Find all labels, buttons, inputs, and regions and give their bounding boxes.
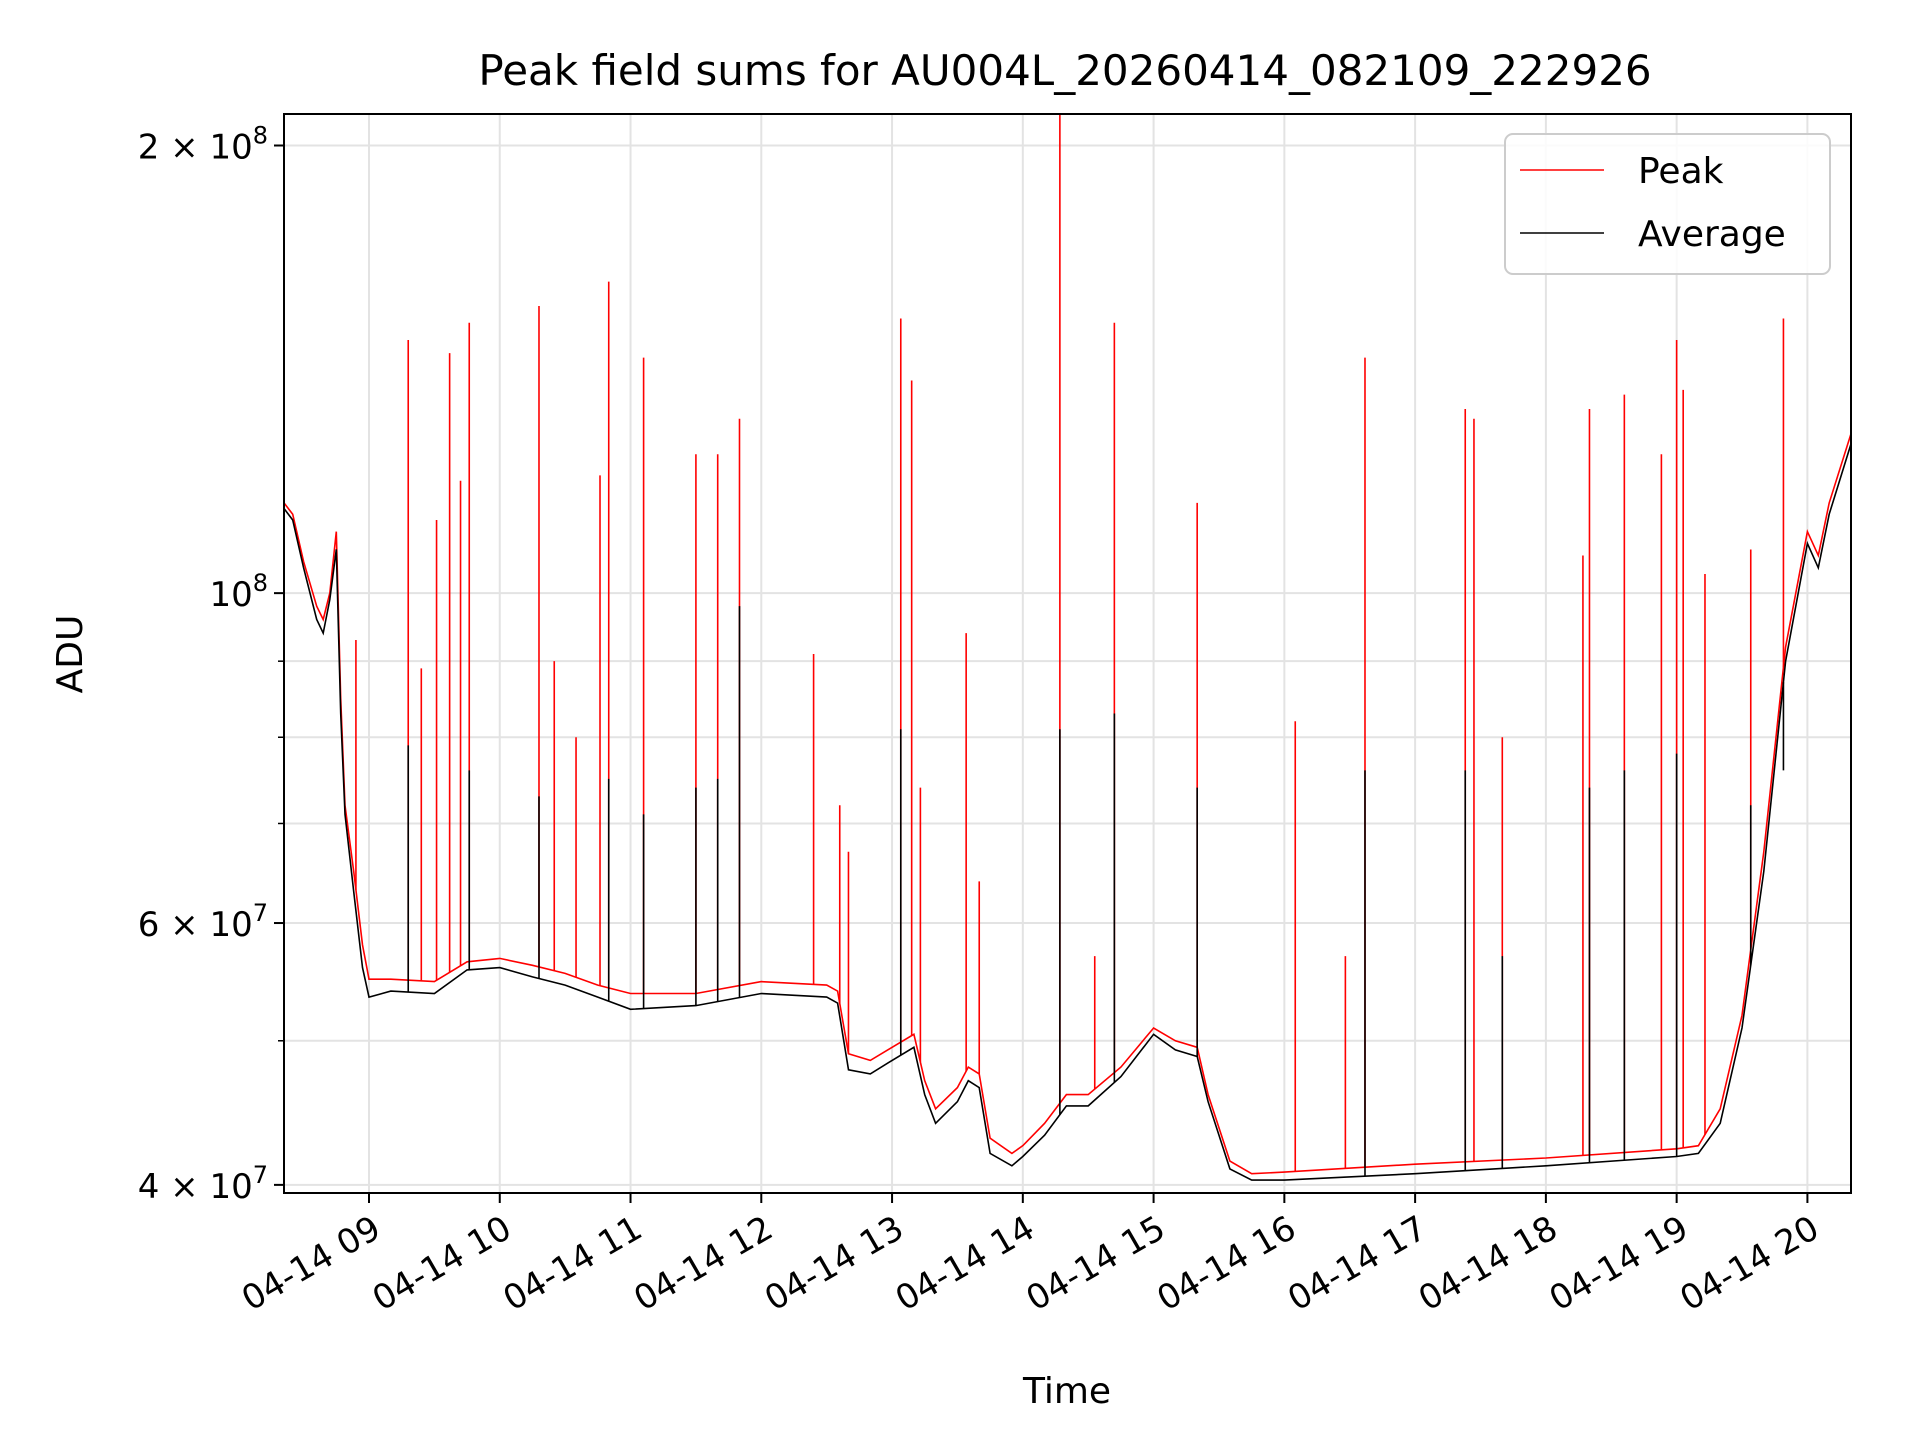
legend-box — [1504, 133, 1831, 275]
y-tick-label: 6 × 107 — [138, 899, 268, 945]
axes-frame — [283, 113, 1852, 1194]
legend-label-average: Average — [1638, 214, 1786, 255]
plot-area — [283, 114, 1852, 1181]
y-axis-label: ADU — [50, 615, 91, 694]
series-line-average — [283, 443, 1852, 1181]
y-tick-label-exponent: 7 — [253, 899, 268, 927]
y-tick-label-exponent: 8 — [253, 122, 268, 150]
y-tick-label: 4 × 107 — [138, 1161, 268, 1207]
legend-label-peak: Peak — [1638, 151, 1724, 192]
legend: Peak Average — [1504, 133, 1831, 275]
y-tick-label-base: 6 × 10 — [138, 905, 253, 945]
y-tick-label: 108 — [209, 569, 268, 615]
y-tick-label-base: 2 × 10 — [138, 128, 253, 168]
x-axis-label: Time — [1022, 1371, 1111, 1412]
y-tick-label-base: 4 × 10 — [138, 1167, 253, 1207]
chart-title: Peak field sums for AU004L_20260414_0821… — [478, 46, 1651, 95]
y-tick-label: 2 × 108 — [138, 122, 268, 168]
y-tick-label-exponent: 7 — [253, 1161, 268, 1189]
y-tick-label-base: 10 — [209, 575, 252, 615]
y-tick-label-exponent: 8 — [253, 569, 268, 597]
